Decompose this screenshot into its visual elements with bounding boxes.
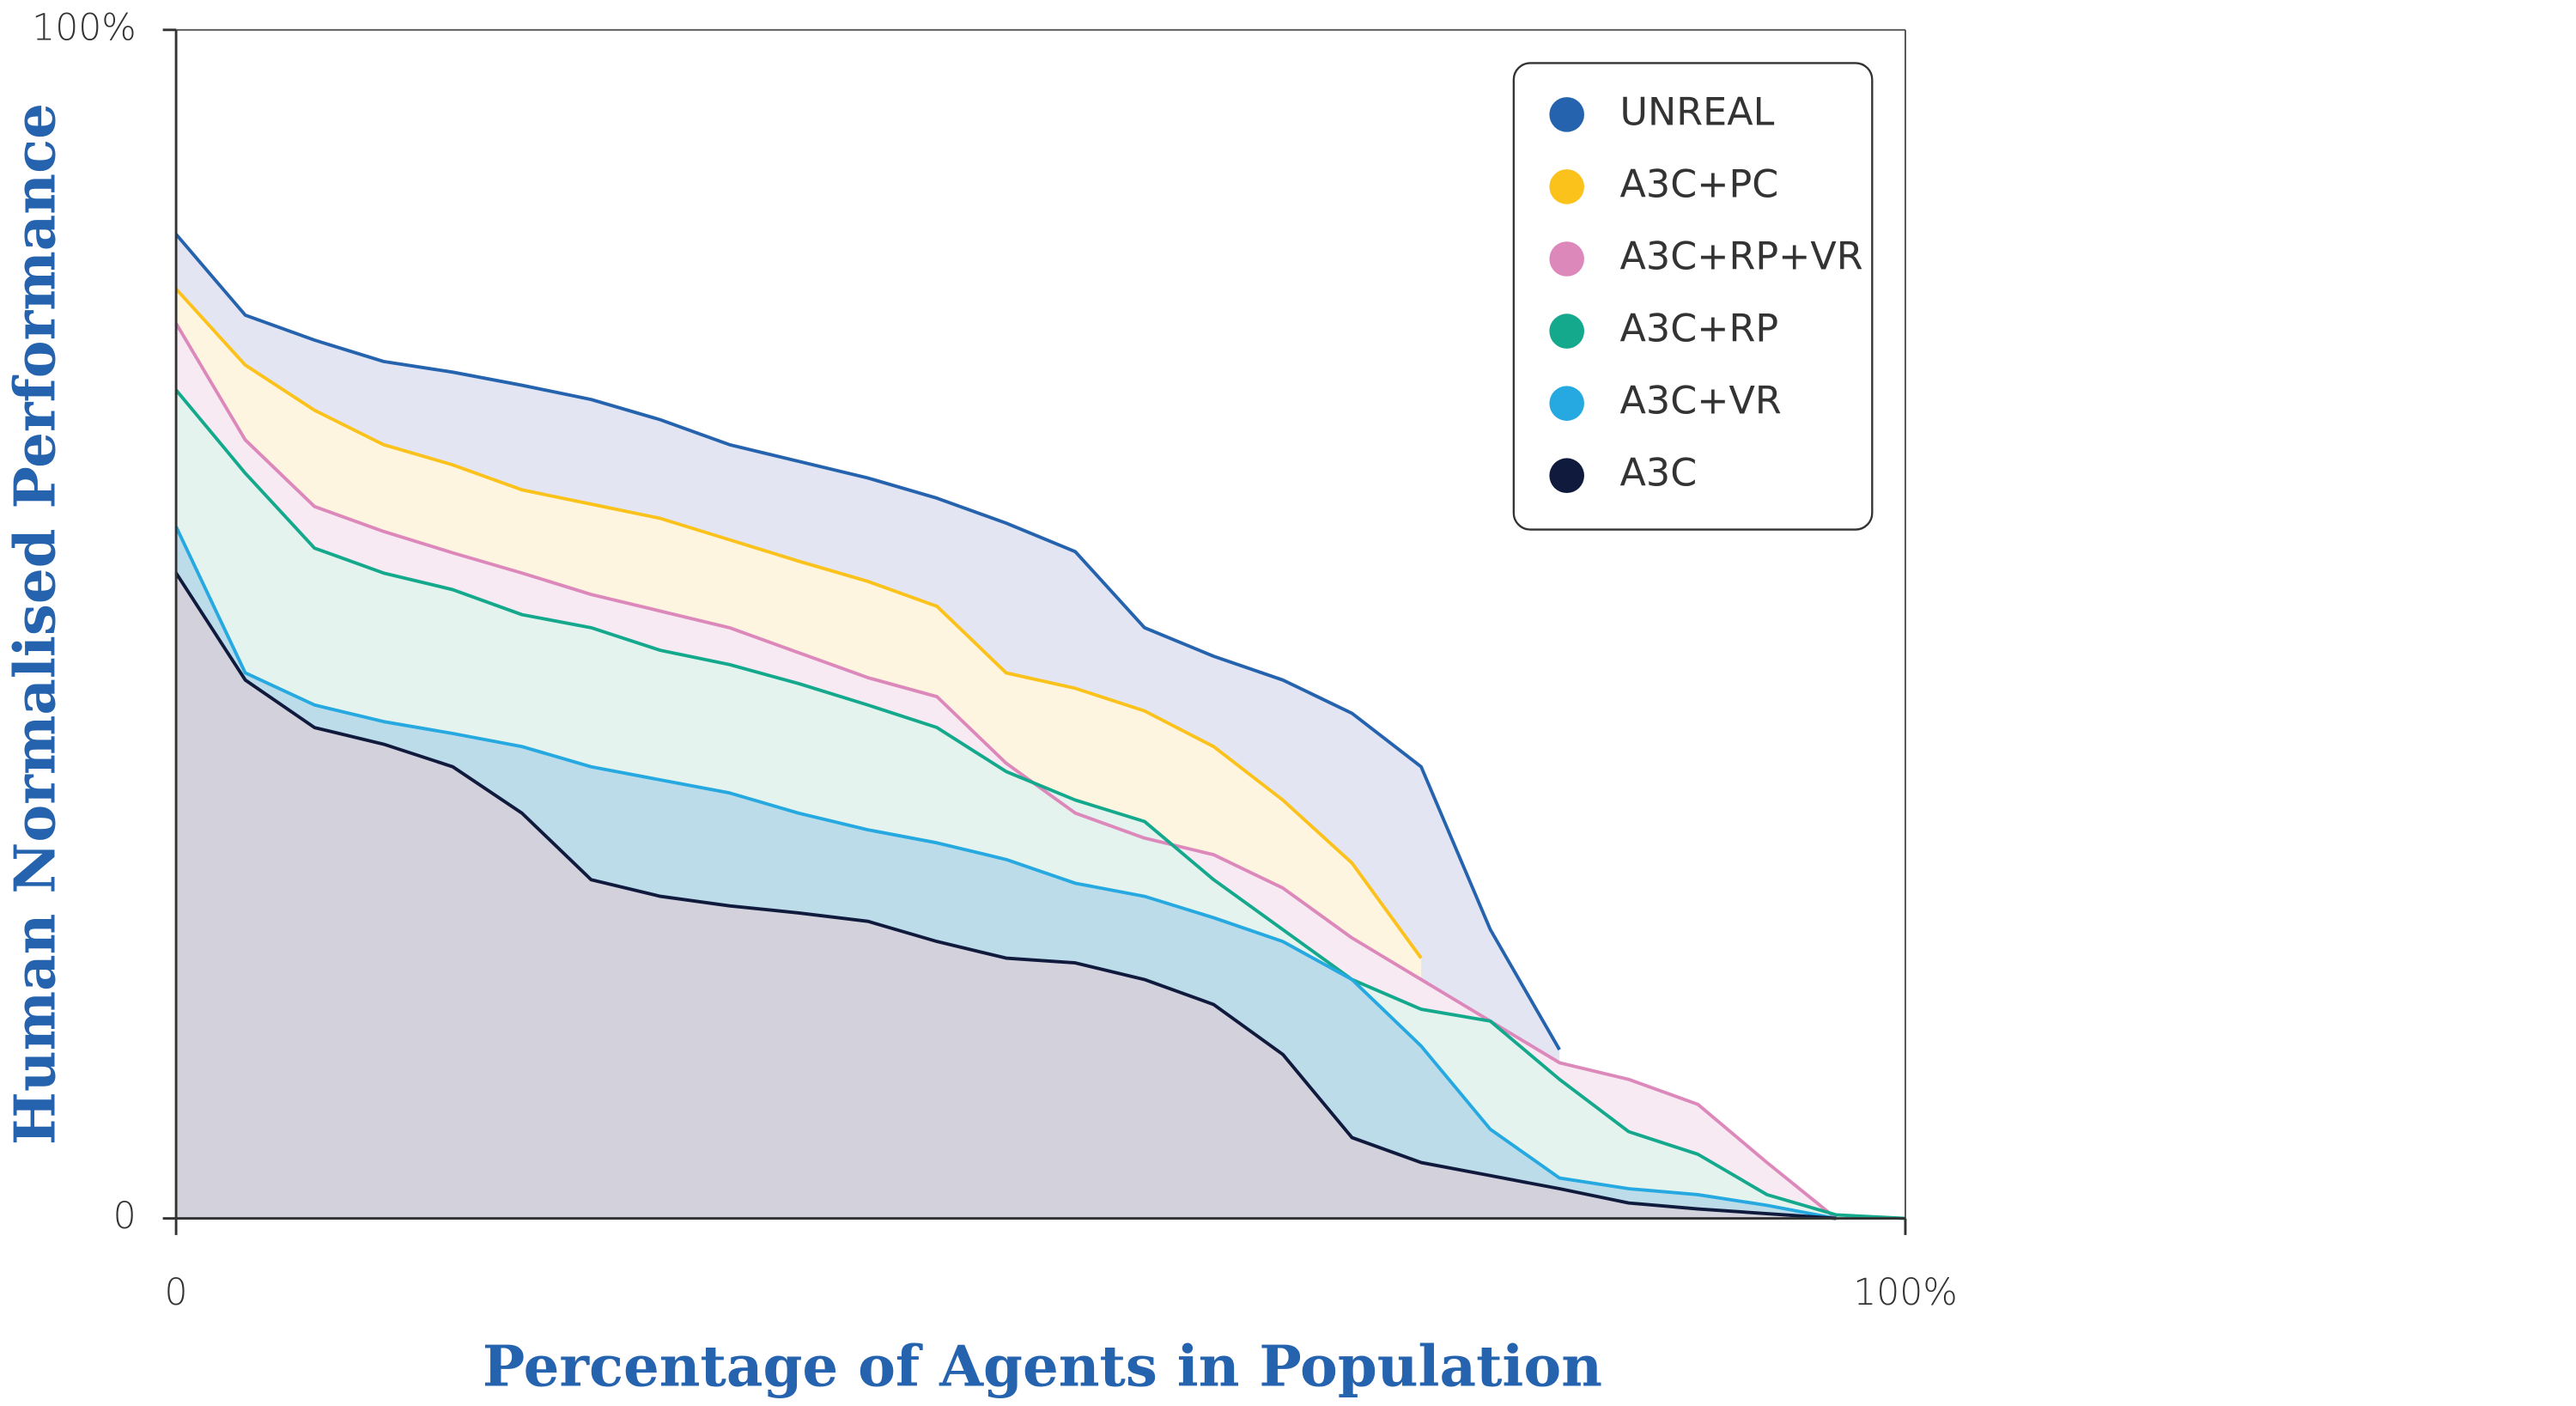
legend-label: A3C+RP+VR: [1620, 235, 1863, 279]
legend-swatch: [1549, 97, 1584, 132]
series-line: [174, 233, 1561, 1051]
legend-label: A3C+PC: [1620, 162, 1779, 206]
series-line: [174, 322, 1838, 1220]
x-tick-label: 0: [165, 1272, 188, 1314]
x-axis-title: Percentage of Agents in Population: [483, 1333, 1602, 1399]
legend-label: A3C+RP: [1620, 307, 1779, 351]
series-line: [174, 288, 1423, 959]
legend: UNREAL A3C+PC A3C+RP+VR A3C+RP A3C+VR A3C: [1512, 62, 1874, 531]
legend-box: [1512, 62, 1874, 531]
series-line: [174, 572, 1837, 1220]
legend-swatch: [1549, 169, 1584, 204]
legend-swatch: [1549, 386, 1584, 421]
legend-swatch: [1549, 241, 1584, 277]
y-tick-label: 100%: [32, 7, 137, 49]
area-fill: [176, 573, 1837, 1219]
y-tick-label: 0: [113, 1196, 137, 1238]
legend-label: A3C+VR: [1620, 380, 1782, 423]
series-line: [174, 388, 1906, 1220]
x-tick-label: 100%: [1853, 1272, 1958, 1314]
legend-label: A3C: [1620, 452, 1698, 496]
legend-label: UNREAL: [1620, 90, 1775, 134]
series-line: [174, 526, 1837, 1220]
y-axis-title: Human Normalised Performance: [3, 103, 69, 1145]
legend-swatch: [1549, 458, 1584, 494]
legend-swatch: [1549, 313, 1584, 349]
